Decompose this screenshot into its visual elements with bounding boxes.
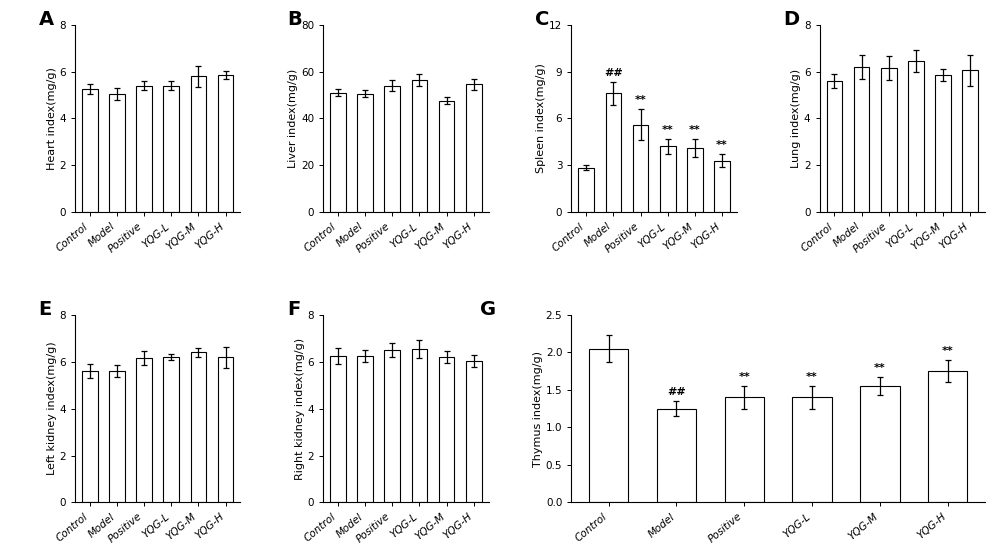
Bar bbox=[660, 147, 676, 212]
Text: **: ** bbox=[689, 125, 701, 135]
Bar bbox=[191, 76, 206, 212]
Bar bbox=[792, 397, 832, 502]
Text: E: E bbox=[39, 300, 52, 319]
Bar bbox=[881, 68, 897, 212]
Bar bbox=[687, 148, 703, 212]
Bar bbox=[357, 94, 373, 212]
Text: A: A bbox=[39, 10, 54, 29]
Bar bbox=[657, 408, 696, 502]
Bar bbox=[384, 86, 400, 212]
Bar bbox=[725, 397, 764, 502]
Text: **: ** bbox=[806, 372, 818, 382]
Bar bbox=[384, 350, 400, 502]
Y-axis label: Right kidney index(mg/g): Right kidney index(mg/g) bbox=[295, 338, 305, 480]
Y-axis label: Spleen index(mg/g): Spleen index(mg/g) bbox=[536, 64, 546, 173]
Bar bbox=[163, 357, 179, 502]
Text: **: ** bbox=[662, 125, 674, 135]
Bar bbox=[163, 86, 179, 212]
Bar bbox=[908, 61, 924, 212]
Bar bbox=[82, 371, 98, 502]
Y-axis label: Heart index(mg/g): Heart index(mg/g) bbox=[47, 67, 57, 170]
Bar bbox=[412, 80, 427, 212]
Text: C: C bbox=[535, 10, 549, 29]
Bar bbox=[357, 356, 373, 502]
Text: ##: ## bbox=[604, 68, 623, 77]
Bar bbox=[827, 81, 842, 212]
Y-axis label: Left kidney index(mg/g): Left kidney index(mg/g) bbox=[47, 342, 57, 475]
Y-axis label: Thymus index(mg/g): Thymus index(mg/g) bbox=[533, 351, 543, 467]
Text: D: D bbox=[783, 10, 799, 29]
Bar bbox=[633, 125, 648, 212]
Bar bbox=[466, 361, 482, 502]
Bar bbox=[218, 357, 233, 502]
Bar bbox=[928, 371, 967, 502]
Text: **: ** bbox=[738, 372, 750, 382]
Bar bbox=[714, 160, 730, 212]
Bar bbox=[606, 93, 621, 212]
Text: **: ** bbox=[635, 95, 646, 105]
Text: **: ** bbox=[874, 363, 886, 373]
Bar bbox=[439, 101, 454, 212]
Bar bbox=[412, 349, 427, 502]
Y-axis label: Lung index(mg/g): Lung index(mg/g) bbox=[791, 69, 801, 168]
Bar bbox=[935, 75, 951, 212]
Y-axis label: Liver index(mg/g): Liver index(mg/g) bbox=[288, 69, 298, 168]
Bar bbox=[466, 85, 482, 212]
Bar bbox=[218, 75, 233, 212]
Bar bbox=[962, 70, 978, 212]
Text: F: F bbox=[287, 300, 300, 319]
Bar bbox=[136, 86, 152, 212]
Bar bbox=[439, 357, 454, 502]
Bar bbox=[82, 89, 98, 212]
Bar bbox=[109, 94, 125, 212]
Bar bbox=[330, 93, 346, 212]
Text: G: G bbox=[480, 300, 496, 319]
Bar bbox=[191, 352, 206, 502]
Bar bbox=[578, 167, 594, 212]
Text: B: B bbox=[287, 10, 302, 29]
Bar bbox=[589, 349, 628, 502]
Text: **: ** bbox=[942, 346, 954, 356]
Text: ##: ## bbox=[667, 387, 686, 397]
Bar bbox=[136, 358, 152, 502]
Bar bbox=[854, 67, 869, 212]
Bar bbox=[860, 386, 900, 502]
Bar bbox=[330, 356, 346, 502]
Text: **: ** bbox=[716, 140, 728, 150]
Bar bbox=[109, 371, 125, 502]
